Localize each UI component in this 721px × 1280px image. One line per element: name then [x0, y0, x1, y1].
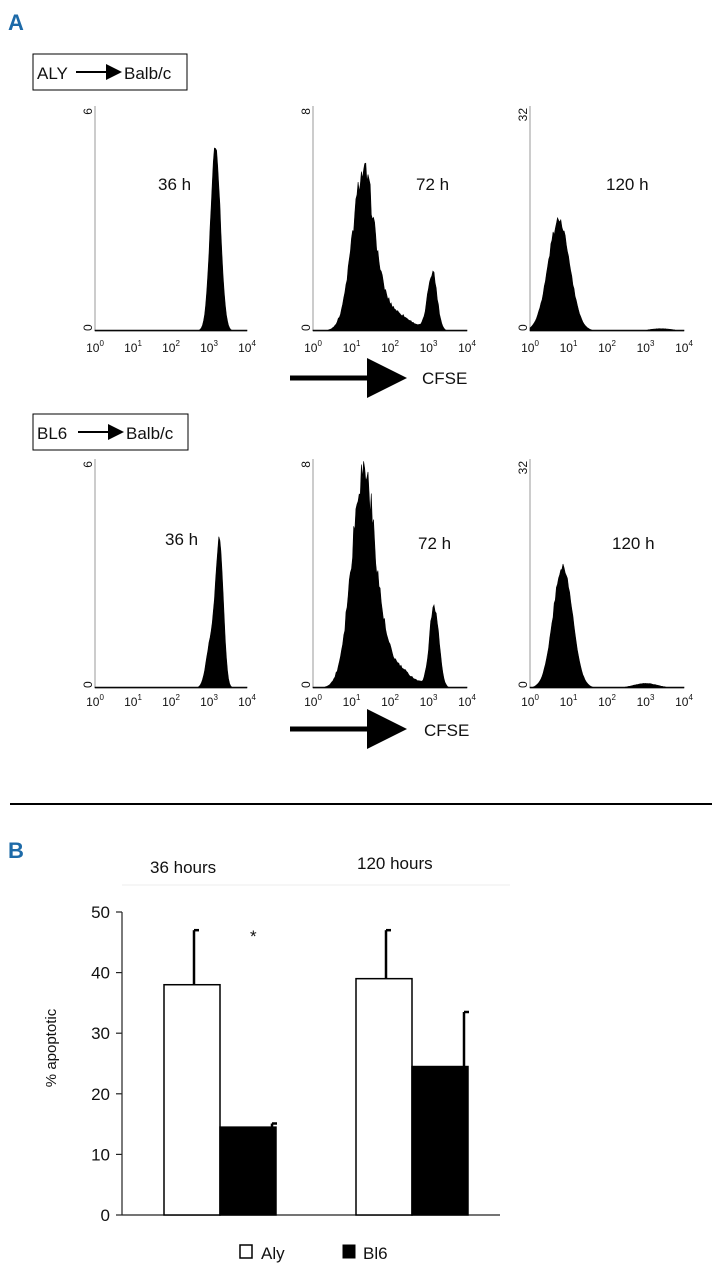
hist-ymax-label: 8 [299, 108, 313, 115]
hist-x-tick-label: 104 [458, 693, 476, 709]
hist-x-tick-label: 100 [521, 693, 539, 709]
hist-x-tick-label: 102 [381, 339, 399, 355]
hist-x-tick-label: 100 [521, 339, 539, 355]
hist-x-tick-label: 101 [560, 339, 578, 355]
hist-x-tick-label: 101 [560, 693, 578, 709]
row1-recipient-label: Balb/c [124, 64, 172, 83]
hist-x-tick-label: 101 [124, 339, 142, 355]
row2-legend-box: BL6 Balb/c [32, 413, 189, 451]
y-axis-label: % apoptotic [43, 1008, 60, 1087]
hist-x-tick-label: 103 [637, 693, 655, 709]
hist-x-tick-label: 103 [200, 693, 218, 709]
hist-ymin-label: 0 [81, 681, 95, 688]
hist-time-label: 36 h [158, 175, 191, 194]
bar-y-tick-label: 40 [91, 964, 110, 983]
hist-time-label: 72 h [418, 534, 451, 553]
panel-b-letter: B [8, 838, 24, 863]
hist-x-tick-label: 102 [598, 339, 616, 355]
bar-y-tick-label: 20 [91, 1085, 110, 1104]
group-header-36h: 36 hours [150, 858, 216, 877]
bar-bl6-36-hours [219, 1126, 277, 1216]
hist-ymax-label: 32 [516, 108, 530, 122]
hist-x-tick-label: 104 [458, 339, 476, 355]
hist-x-tick-label: 104 [675, 693, 693, 709]
bar-bl6-120-hours [411, 1065, 469, 1216]
hist-x-tick-label: 101 [343, 339, 361, 355]
hist-distribution-area [529, 216, 685, 332]
hist-bl6-72h: 8 0 72 h 100 101 102 103 104 [299, 459, 476, 709]
hist-ymin-label: 0 [81, 324, 95, 331]
hist-x-tick-label: 100 [304, 339, 322, 355]
hist-time-label: 120 h [612, 534, 655, 553]
hist-x-tick-label: 103 [420, 339, 438, 355]
hist-time-label: 120 h [606, 175, 649, 194]
hist-ymax-label: 8 [299, 461, 313, 468]
hist-ymin-label: 0 [516, 681, 530, 688]
hist-x-tick-label: 103 [637, 339, 655, 355]
hist-x-tick-label: 100 [304, 693, 322, 709]
bar-legend: Aly Bl6 [239, 1244, 388, 1263]
row2-recipient-label: Balb/c [126, 424, 174, 443]
hist-distribution-area [94, 147, 248, 332]
bar-y-tick-label: 50 [91, 903, 110, 922]
hist-x-tick-label: 104 [238, 339, 256, 355]
panel-a-letter: A [8, 10, 24, 35]
hist-aly-72h: 8 0 72 h 100 101 102 103 104 [299, 106, 476, 355]
bar-aly-120-hours [355, 977, 413, 1216]
hist-ymax-label: 32 [516, 461, 530, 475]
hist-x-tick-label: 103 [200, 339, 218, 355]
legend-label-aly: Aly [261, 1244, 285, 1263]
row1-donor-label: ALY [37, 64, 68, 83]
hist-x-tick-label: 102 [162, 339, 180, 355]
hist-x-tick-label: 104 [675, 339, 693, 355]
hist-bl6-36h: 6 0 36 h 100 101 102 103 104 [81, 459, 256, 709]
hist-ymin-label: 0 [299, 324, 313, 331]
cfse-indicator-row2: CFSE [290, 709, 469, 749]
hist-ymin-label: 0 [516, 324, 530, 331]
hist-distribution-area [94, 536, 248, 689]
bar-y-tick-label: 30 [91, 1024, 110, 1043]
hist-x-tick-label: 100 [86, 339, 104, 355]
bar-aly-36-hours [163, 983, 221, 1216]
hist-x-tick-label: 101 [343, 693, 361, 709]
hist-ymin-label: 0 [299, 681, 313, 688]
hist-x-tick-label: 101 [124, 693, 142, 709]
hist-x-tick-label: 102 [381, 693, 399, 709]
hist-distribution-area [312, 162, 468, 332]
cfse-label-row1: CFSE [422, 369, 467, 388]
row1-legend-box: ALY Balb/c [32, 53, 188, 91]
hist-distribution-area [529, 563, 685, 689]
bar-y-tick-label: 0 [101, 1206, 110, 1225]
hist-time-label: 72 h [416, 175, 449, 194]
row2-donor-label: BL6 [37, 424, 67, 443]
bar-y-tick-label: 10 [91, 1145, 110, 1164]
hist-time-label: 36 h [165, 530, 198, 549]
hist-ymax-label: 6 [81, 461, 95, 468]
hist-distribution-area [312, 461, 468, 689]
hist-x-tick-label: 104 [238, 693, 256, 709]
cfse-indicator-row1: CFSE [290, 358, 467, 398]
hist-x-tick-label: 102 [162, 693, 180, 709]
hist-x-tick-label: 102 [598, 693, 616, 709]
legend-label-bl6: Bl6 [363, 1244, 388, 1263]
legend-swatch-aly [239, 1244, 253, 1259]
legend-swatch-bl6 [342, 1244, 356, 1259]
cfse-label-row2: CFSE [424, 721, 469, 740]
hist-x-tick-label: 103 [420, 693, 438, 709]
hist-aly-36h: 6 0 36 h 100 101 102 103 104 [81, 106, 256, 355]
group-header-120h: 120 hours [357, 854, 433, 873]
hist-ymax-label: 6 [81, 108, 95, 115]
hist-bl6-120h: 32 0 120 h 100 101 102 103 104 [516, 459, 693, 709]
hist-x-tick-label: 100 [86, 693, 104, 709]
significance-asterisk: * [250, 927, 257, 946]
apoptosis-bar-chart: 36 hours 120 hours % apoptotic * 0 10 20 30… [43, 854, 510, 1225]
hist-aly-120h: 32 0 120 h 100 101 102 103 104 [516, 106, 693, 355]
